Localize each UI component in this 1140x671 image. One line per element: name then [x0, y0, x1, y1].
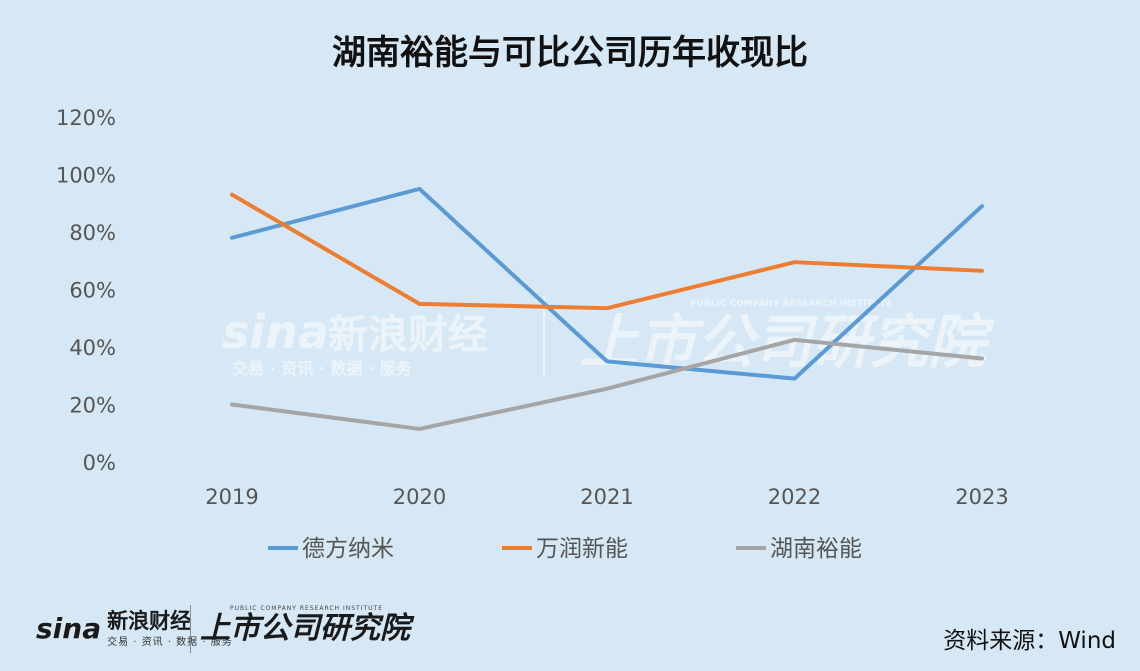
sina-finance-name: 新浪财经 [107, 609, 192, 633]
y-tick-label: 60% [69, 279, 116, 303]
data-source: 资料来源：Wind [943, 628, 1116, 654]
x-tick-label: 2019 [205, 485, 258, 509]
legend-label: 湖南裕能 [770, 536, 862, 562]
y-tick-label: 100% [56, 164, 116, 188]
y-axis: 0% 20% 40% 60% 80% 100% 120% [56, 106, 116, 475]
y-tick-label: 40% [69, 336, 116, 360]
series-lines [230, 186, 984, 431]
legend-label: 德方纳米 [302, 536, 394, 562]
footer: sina 新浪财经 交易 · 资讯 · 数据 · 服务 PUBLIC COMPA… [0, 591, 1140, 671]
x-tick-label: 2023 [955, 485, 1008, 509]
sina-logo-icon: sina [36, 612, 102, 645]
y-tick-label: 80% [69, 221, 116, 245]
x-axis: 2019 2020 2021 2022 2023 [205, 485, 1008, 509]
y-tick-label: 0% [83, 451, 116, 475]
institute-en: PUBLIC COMPANY RESEARCH INSTITUTE [230, 605, 383, 612]
watermark-brand-name: 新浪财经 [328, 312, 488, 358]
institute-name: 上市公司研究院 [200, 611, 410, 646]
watermark-sina-logo: sina [222, 305, 329, 359]
watermark-institute-en: PUBLIC COMPANY RESEARCH INSTITUTE [690, 299, 892, 309]
x-tick-label: 2022 [768, 485, 821, 509]
legend: 德方纳米 万润新能 湖南裕能 [268, 536, 862, 562]
sina-finance-sub: 交易 · 资讯 · 数据 · 服务 [107, 637, 233, 648]
x-tick-label: 2020 [393, 485, 446, 509]
legend-label: 万润新能 [536, 536, 628, 562]
sina-finance-logo: sina 新浪财经 交易 · 资讯 · 数据 · 服务 [36, 609, 233, 648]
line-chart: 湖南裕能与可比公司历年收现比 0% 20% 40% 60% 80% 100% 120% 20… [56, 33, 1009, 562]
chart-title: 湖南裕能与可比公司历年收现比 [332, 33, 808, 73]
institute-logo: PUBLIC COMPANY RESEARCH INSTITUTE 上市公司研究… [200, 605, 410, 646]
x-tick-label: 2021 [580, 485, 633, 509]
y-tick-label: 20% [69, 394, 116, 418]
watermark-divider [543, 296, 545, 376]
watermark-brand-sub: 交易 · 资讯 · 数据 · 服务 [232, 359, 413, 378]
y-tick-label: 120% [56, 106, 116, 130]
footer-divider [190, 605, 191, 653]
series-line-2 [230, 192, 984, 311]
